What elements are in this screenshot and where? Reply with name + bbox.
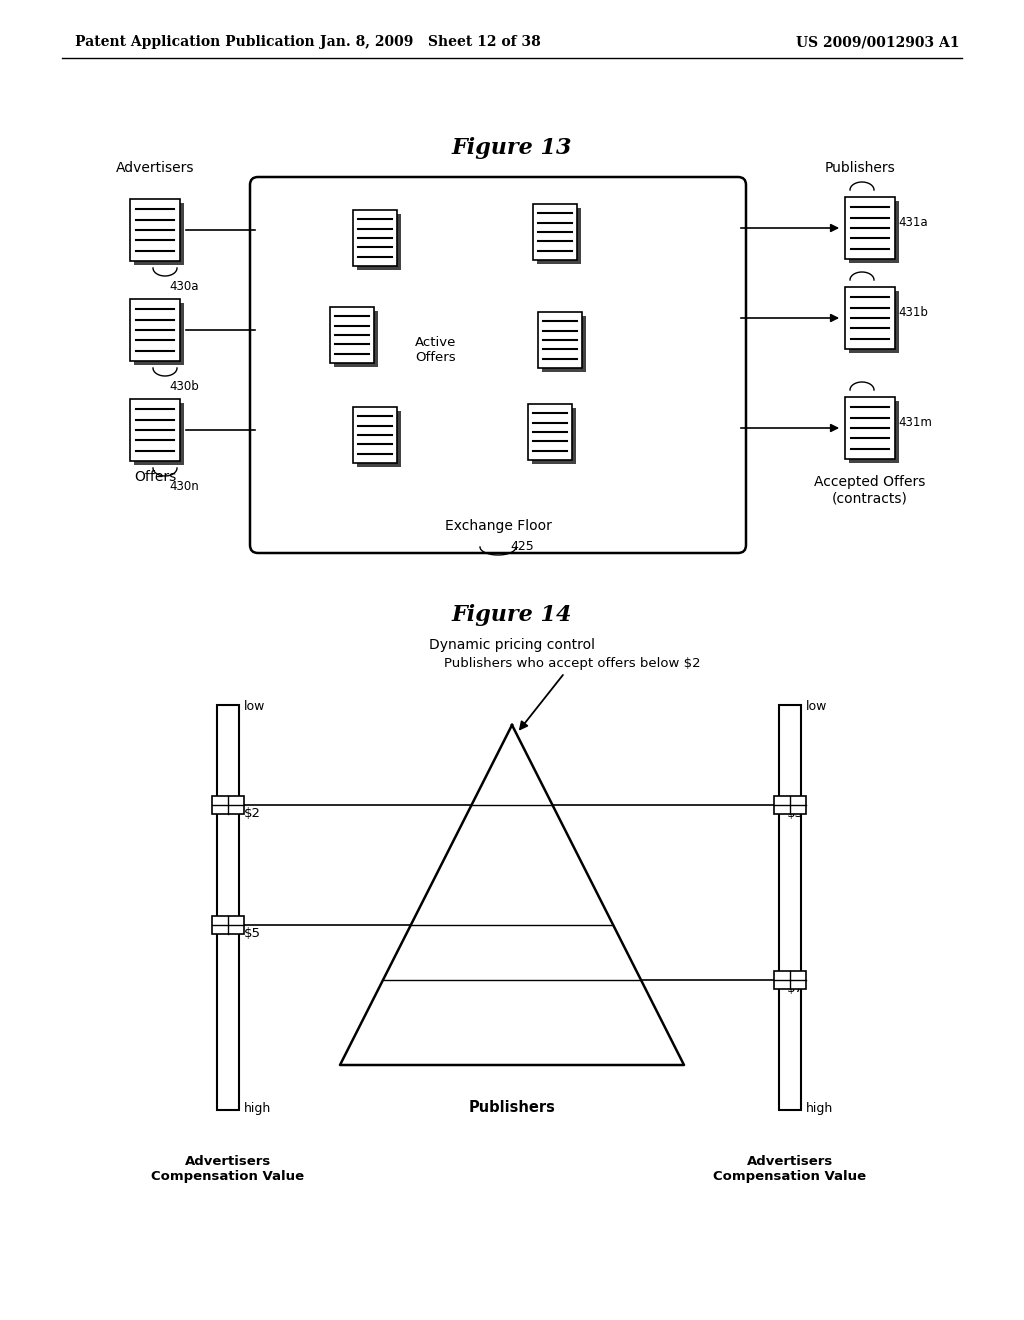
FancyBboxPatch shape xyxy=(250,177,746,553)
Text: Accepted Offers
(contracts): Accepted Offers (contracts) xyxy=(814,475,926,506)
Text: Figure 13: Figure 13 xyxy=(452,137,572,158)
Bar xyxy=(537,209,581,264)
Text: Publishers: Publishers xyxy=(824,161,895,176)
Text: Advertisers
Compensation Value: Advertisers Compensation Value xyxy=(714,1155,866,1183)
Text: $3: $3 xyxy=(787,807,804,820)
Bar xyxy=(130,199,180,261)
Text: Dynamic pricing control: Dynamic pricing control xyxy=(429,638,595,652)
Text: 431b: 431b xyxy=(898,306,928,319)
Bar xyxy=(774,972,806,989)
Text: Publishers: Publishers xyxy=(469,1100,555,1115)
Bar xyxy=(845,286,895,348)
Text: 425: 425 xyxy=(510,540,534,553)
Bar xyxy=(330,308,374,363)
Text: Patent Application Publication: Patent Application Publication xyxy=(75,36,314,49)
Bar xyxy=(542,315,586,372)
Text: $5: $5 xyxy=(244,927,261,940)
Bar xyxy=(774,796,806,814)
Bar xyxy=(134,304,184,366)
Bar xyxy=(217,705,239,1110)
Bar xyxy=(130,399,180,461)
Bar xyxy=(212,916,244,935)
Bar xyxy=(130,300,180,360)
Bar xyxy=(212,796,244,814)
Text: Offers: Offers xyxy=(134,470,176,484)
Bar xyxy=(134,403,184,465)
Bar xyxy=(538,312,582,368)
Text: low: low xyxy=(806,700,827,713)
Bar xyxy=(849,401,899,463)
Bar xyxy=(534,205,577,260)
Bar xyxy=(845,197,895,259)
Text: Exchange Floor: Exchange Floor xyxy=(444,519,552,533)
Bar xyxy=(845,397,895,459)
Bar xyxy=(528,404,572,459)
Bar xyxy=(849,201,899,263)
Text: Advertisers
Compensation Value: Advertisers Compensation Value xyxy=(152,1155,304,1183)
Text: Advertisers: Advertisers xyxy=(116,161,195,176)
Bar xyxy=(849,290,899,352)
Text: 430b: 430b xyxy=(169,380,199,393)
Bar xyxy=(357,214,401,271)
Text: 431a: 431a xyxy=(898,216,928,230)
Text: US 2009/0012903 A1: US 2009/0012903 A1 xyxy=(797,36,961,49)
Bar xyxy=(353,407,397,463)
Text: $2: $2 xyxy=(244,807,261,820)
Bar xyxy=(134,203,184,265)
Text: Jan. 8, 2009   Sheet 12 of 38: Jan. 8, 2009 Sheet 12 of 38 xyxy=(319,36,541,49)
Bar xyxy=(334,312,378,367)
Text: Active
Offers: Active Offers xyxy=(415,337,457,364)
Bar xyxy=(353,210,397,267)
Text: 431m: 431m xyxy=(898,417,932,429)
Text: high: high xyxy=(244,1102,271,1115)
Text: 430n: 430n xyxy=(169,480,199,492)
Text: Publishers who accept offers below $2: Publishers who accept offers below $2 xyxy=(443,657,700,729)
Bar xyxy=(779,705,801,1110)
Text: high: high xyxy=(806,1102,834,1115)
Text: 430a: 430a xyxy=(169,280,199,293)
Bar xyxy=(357,411,401,467)
Text: $7: $7 xyxy=(787,982,804,995)
Text: Figure 14: Figure 14 xyxy=(452,605,572,626)
Text: low: low xyxy=(244,700,265,713)
Bar xyxy=(532,408,575,465)
